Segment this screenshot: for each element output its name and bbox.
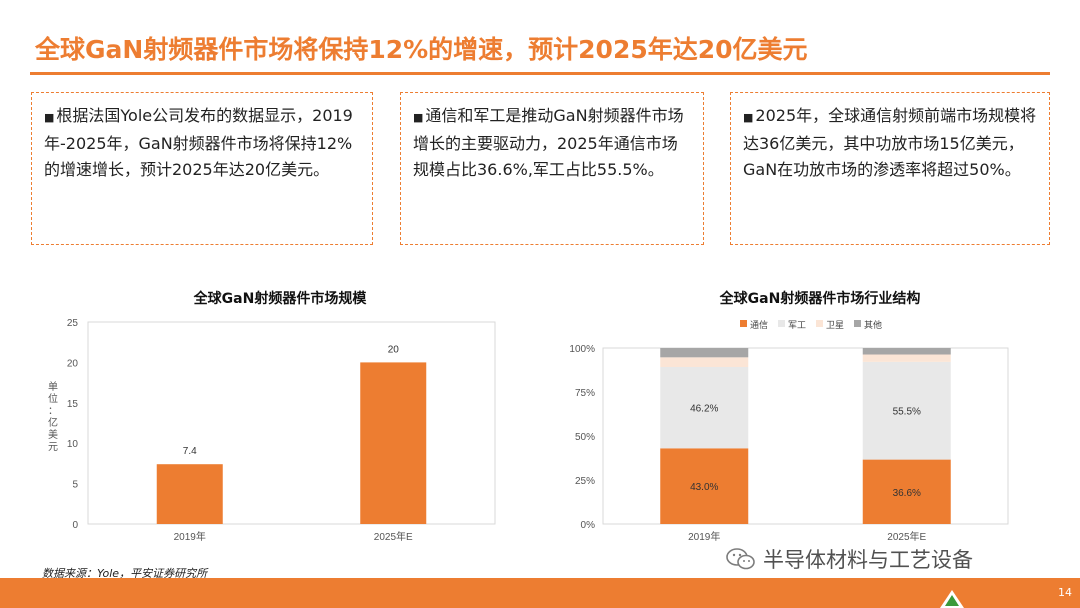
legend-label: 军工 [788, 320, 806, 330]
bullet-icon: ■ [413, 111, 424, 124]
plot-frame [602, 347, 1009, 525]
y-tick-label: 25 [67, 318, 79, 329]
y-axis-label-char: 美 [48, 428, 58, 441]
info-box-yole: ■ 根据法国Yole公司发布的数据显示，2019年-2025年，GaN射频器件市场… [31, 92, 373, 245]
stacked-bar-segment [862, 361, 951, 460]
bullet-icon: ■ [743, 111, 754, 124]
data-label: 20 [388, 344, 400, 355]
data-label: 7.4 [183, 446, 197, 457]
chart-title-market-size: 全球GaN射频器件市场规模 [193, 291, 367, 307]
stacked-bar-segment [862, 459, 951, 524]
chart-title-industry-structure: 全球GaN射频器件市场行业结构 [719, 291, 921, 307]
segment-label: 55.5% [893, 407, 921, 418]
bar [156, 464, 223, 524]
stacked-bar-segment [660, 367, 749, 449]
y-axis-label-char: 单 [48, 381, 58, 393]
x-tick-label: 2025年E [887, 530, 926, 543]
y-tick-label: 10 [67, 439, 79, 450]
info-text: 通信和军工是推动GaN射频器件市场增长的主要驱动力，2025年通信市场规模占比3… [413, 106, 684, 179]
stacked-bar-segment [660, 357, 749, 368]
y-axis-label-char: ： [48, 406, 58, 417]
x-tick-label: 2019年 [688, 530, 720, 543]
title-divider [30, 72, 1050, 75]
info-text: 2025年，全球通信射频前端市场规模将达36亿美元，其中功放市场15亿美元，Ga… [743, 106, 1037, 179]
wechat-icon [726, 548, 755, 570]
y-tick-label: 15 [67, 399, 79, 410]
legend-label: 卫星 [826, 320, 844, 330]
company-logo-icon [940, 590, 964, 608]
y-tick-label: 0 [72, 520, 78, 531]
legend-label: 其他 [864, 319, 882, 330]
y-tick-label: 75% [575, 388, 595, 399]
segment-label: 36.6% [893, 488, 921, 499]
watermark-text: 半导体材料与工艺设备 [763, 548, 973, 572]
plot-frame [87, 321, 496, 525]
footer-band [0, 578, 1080, 608]
y-axis-label-char: 亿 [48, 416, 58, 429]
y-tick-label: 0% [581, 520, 596, 531]
legend-label: 通信 [750, 319, 768, 330]
page-title: 全球GaN射频器件市场将保持12%的增速，预计2025年达20亿美元 [35, 35, 808, 64]
stacked-bar-segment [862, 354, 951, 362]
segment-label: 46.2% [690, 404, 718, 415]
legend-swatch [854, 320, 861, 327]
y-axis-label-char: 元 [48, 442, 58, 453]
x-tick-label: 2019年 [174, 530, 206, 543]
y-tick-label: 5 [72, 480, 78, 491]
bullet-icon: ■ [44, 111, 55, 124]
info-box-frontend: ■ 2025年，全球通信射频前端市场规模将达36亿美元，其中功放市场15亿美元，G… [730, 92, 1050, 245]
watermark: 半导体材料与工艺设备 [725, 544, 973, 574]
industry-structure-stacked-chart: 0% 25% 50% 75% 100% 通信 军工 卫星 其他 43.0% 46.2% 2019年 36… [569, 319, 1009, 543]
y-axis-label-char: 位 [48, 392, 58, 405]
x-tick-label: 2025年E [374, 530, 413, 543]
market-size-bar-chart: 0 5 10 15 20 25 7.4 2019年 20 2025年E 单位：亿美元 [48, 318, 496, 543]
data-source-note: 数据来源：Yole，平安证券研究所 [42, 567, 208, 580]
y-tick-label: 25% [575, 476, 595, 487]
page-number: 14 [1058, 586, 1072, 599]
legend-swatch [778, 320, 785, 327]
info-text: 根据法国Yole公司发布的数据显示，2019年-2025年，GaN射频器件市场将… [44, 106, 353, 179]
y-tick-label: 100% [569, 344, 595, 355]
stacked-bar-segment [862, 348, 951, 355]
info-box-drivers: ■ 通信和军工是推动GaN射频器件市场增长的主要驱动力，2025年通信市场规模占比… [400, 92, 704, 245]
segment-label: 43.0% [690, 482, 718, 493]
legend-swatch [740, 320, 747, 327]
stacked-bar-segment [660, 348, 749, 358]
y-tick-label: 20 [67, 358, 79, 369]
bar [360, 362, 427, 524]
y-tick-label: 50% [575, 432, 595, 443]
stacked-bar-segment [660, 448, 749, 524]
legend-swatch [816, 320, 823, 327]
